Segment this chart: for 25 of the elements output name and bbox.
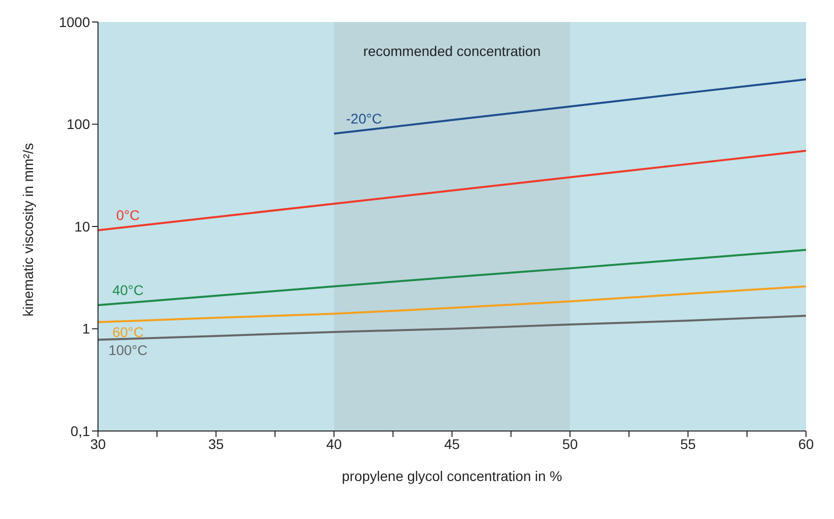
x-tick-label: 60 [798, 436, 814, 452]
x-tick-label: 35 [208, 436, 224, 452]
y-axis-title: kinematic viscosity in mm²/s [20, 143, 36, 316]
series-label: 40°C [112, 282, 144, 298]
x-tick-label: 40 [326, 436, 342, 452]
y-tick-label: 100 [66, 116, 90, 132]
x-tick-label: 55 [680, 436, 696, 452]
series-label: 100°C [108, 342, 148, 358]
x-axis-title: propylene glycol concentration in % [342, 468, 562, 484]
series-label: 60°C [112, 324, 144, 340]
series-label: -20°C [346, 110, 382, 127]
x-tick-label: 30 [90, 436, 106, 452]
line-series [98, 248, 806, 306]
y-tick-label: 10 [74, 218, 90, 234]
band-label: recommended concentration [363, 42, 541, 59]
y-tick-label: 1 [82, 320, 90, 337]
x-tick-label: 50 [562, 436, 578, 452]
line-series [333, 78, 806, 135]
y-tick-label: 0,1 [70, 422, 90, 439]
y-tick-label: 1000 [58, 14, 90, 30]
line-series [98, 314, 806, 341]
x-tick-label: 45 [444, 436, 460, 452]
line-series [98, 285, 806, 324]
series-label: 0°C [116, 207, 140, 224]
line-series [98, 150, 806, 232]
